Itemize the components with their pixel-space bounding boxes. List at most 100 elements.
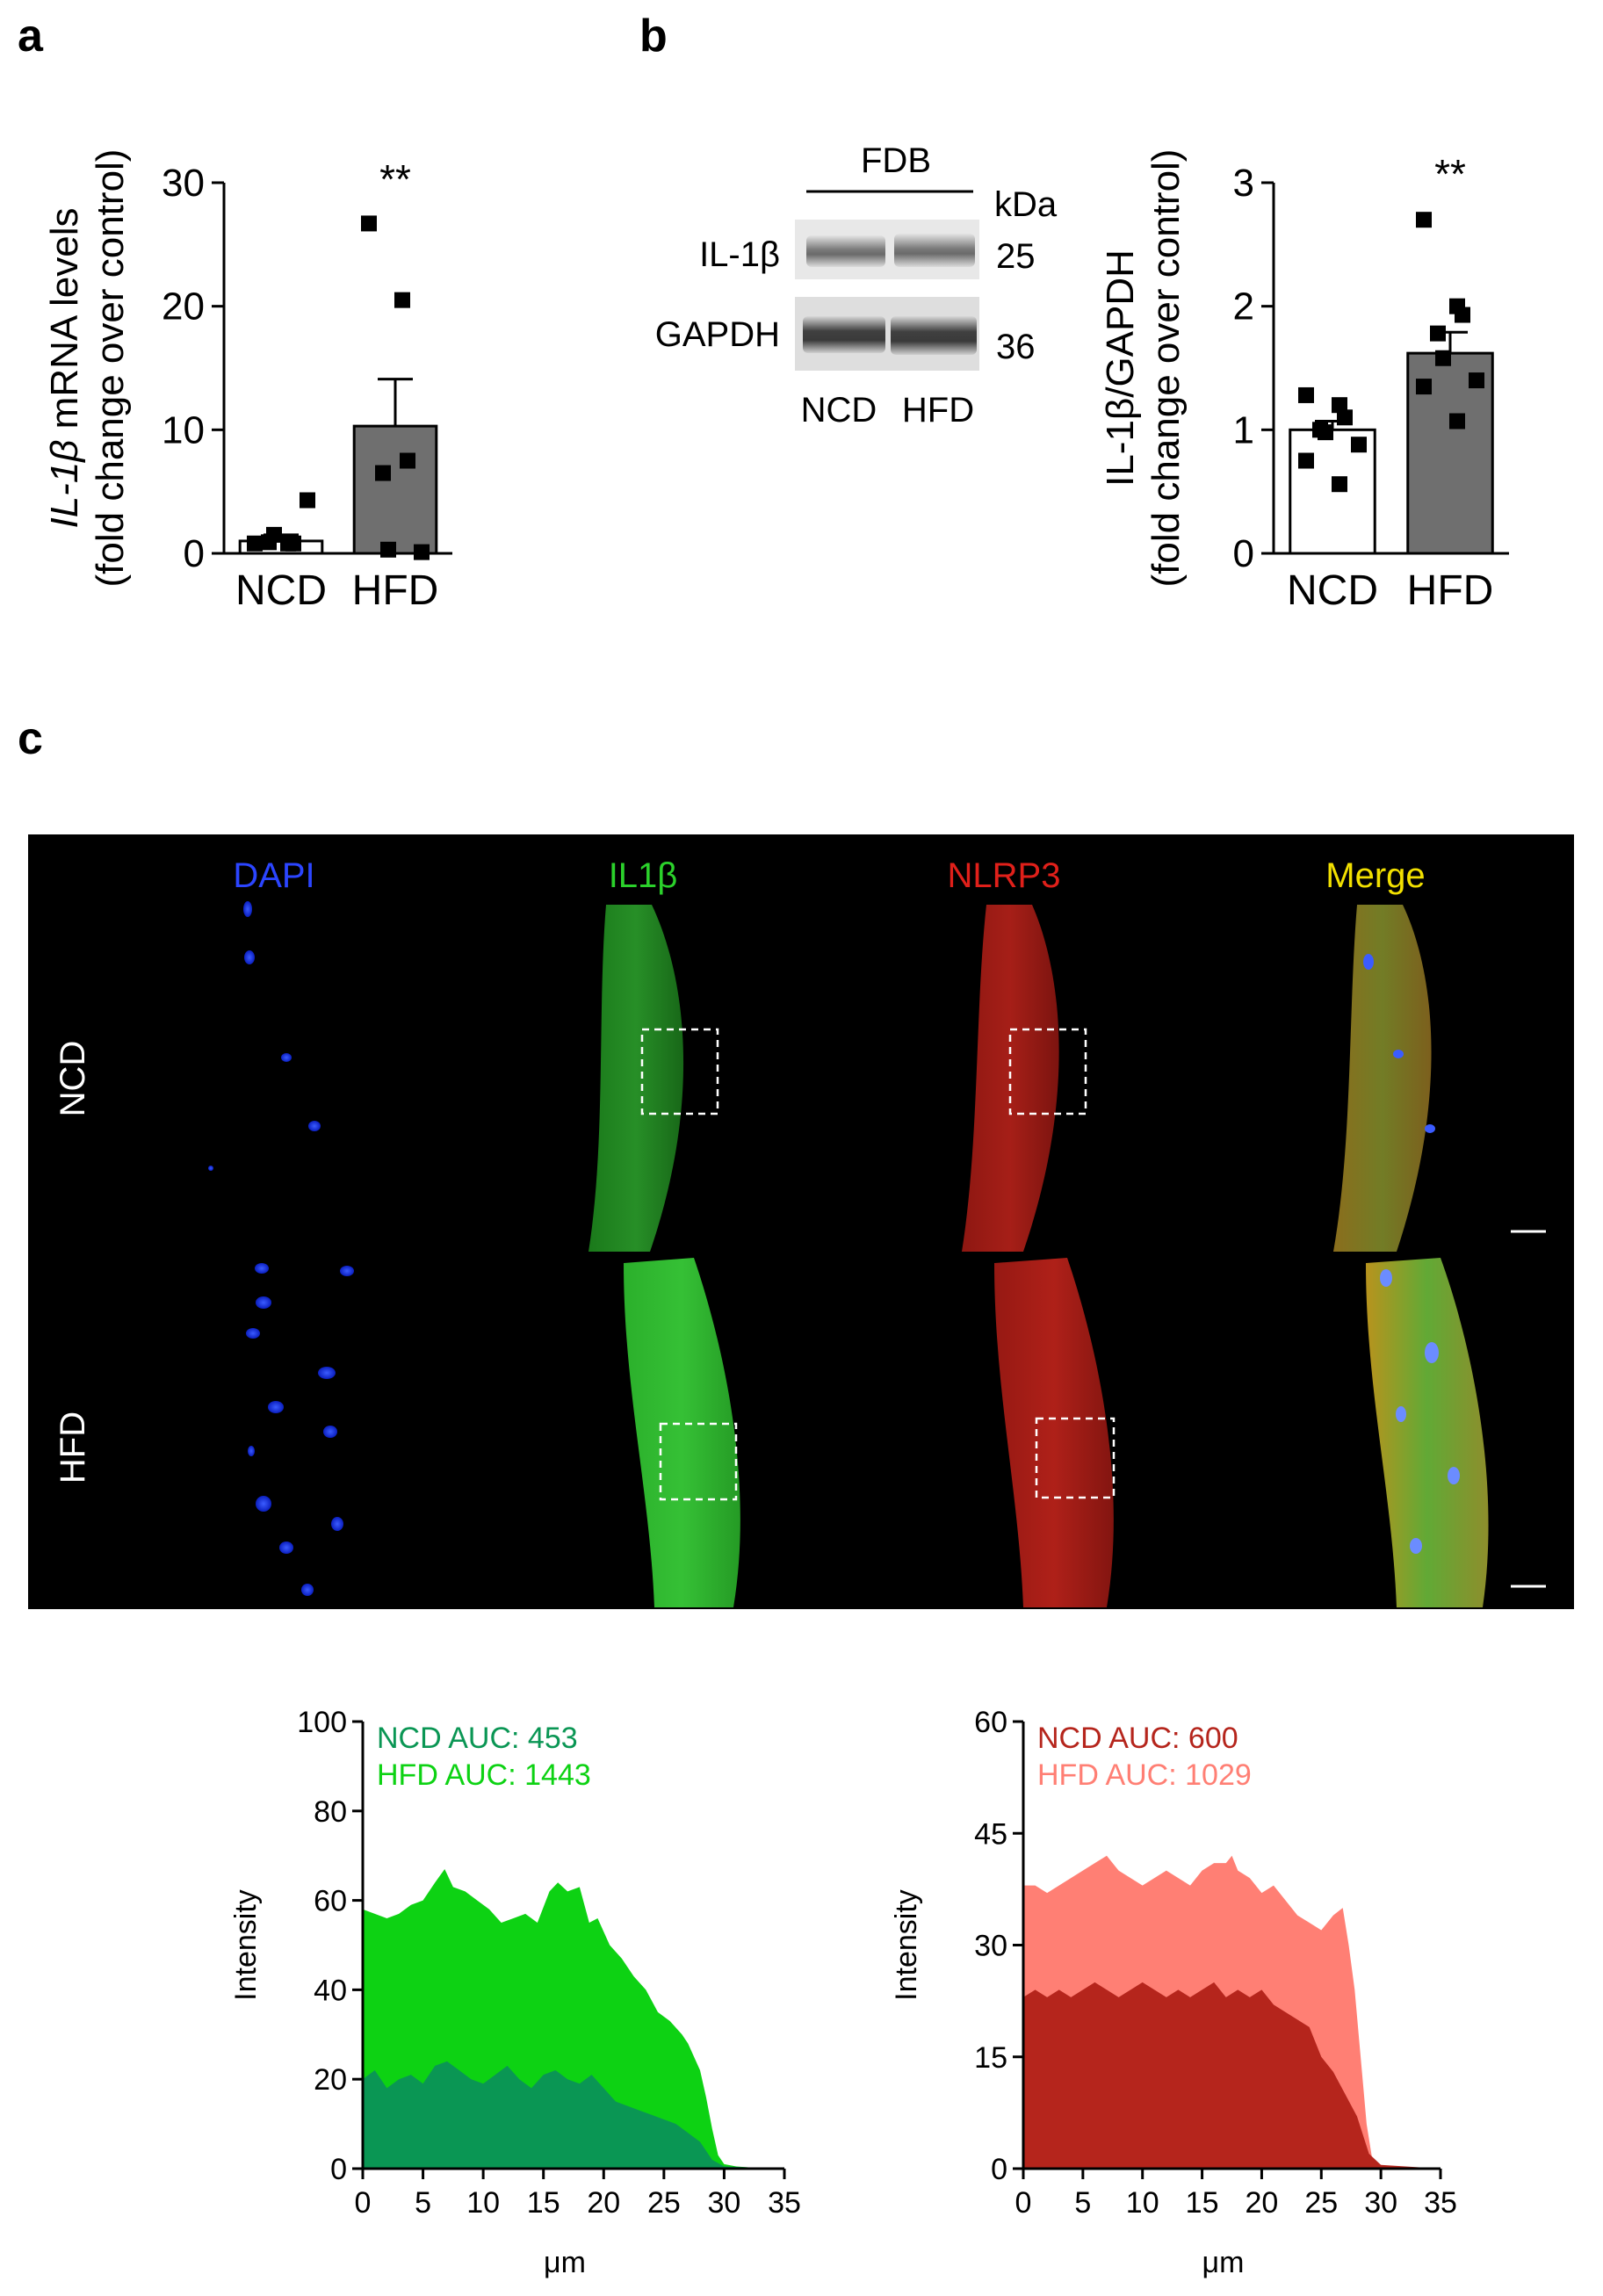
y-tick-label: 0	[184, 532, 205, 575]
panel-label-a: a	[18, 11, 44, 61]
merge-nucleus	[1410, 1538, 1422, 1554]
y-tick-label: 1	[1233, 408, 1254, 451]
chart-intensity-il1b: 0 20 40 60 80 100 0 5 10 15 20 25 30 35 μm Intensity NCD…	[229, 1706, 801, 2279]
x-tick-label: 35	[768, 2186, 801, 2220]
data-point	[300, 492, 315, 509]
blot-lane-label: NCD	[801, 391, 877, 430]
blot-band-label: IL-1β	[699, 235, 780, 274]
y-axis-label-line1: IL-1β/GAPDH	[1099, 249, 1142, 487]
x-tick-label: HFD	[352, 567, 439, 614]
area-series-ncd	[363, 2061, 784, 2169]
y-tick-label: 30	[162, 162, 205, 205]
x-tick-label: 5	[1074, 2186, 1091, 2220]
x-tick-label: 15	[527, 2186, 560, 2220]
x-tick-label: 15	[1186, 2186, 1219, 2220]
y-tick-label: 60	[974, 1706, 1007, 1739]
channel-label-merge: Merge	[1325, 856, 1425, 895]
data-point	[1449, 413, 1465, 430]
blot-band-gapdh-hfd	[891, 316, 977, 355]
data-point	[1469, 372, 1484, 389]
fiber-il1b-ncd	[588, 905, 684, 1252]
auc-label-hfd: HFD AUC: 1443	[377, 1758, 591, 1792]
y-tick-label: 0	[1233, 532, 1254, 575]
x-tick-label: 25	[647, 2186, 681, 2220]
row-label-hfd: HFD	[54, 1412, 92, 1484]
data-point	[394, 292, 410, 308]
data-point	[1337, 409, 1353, 426]
data-point	[1430, 325, 1446, 342]
significance-marker: **	[1434, 151, 1466, 197]
y-axis-label-gene: IL-1β mRNA levels	[43, 207, 86, 528]
x-tick-label: 20	[587, 2186, 620, 2220]
channel-label-il1b: IL1β	[609, 856, 678, 895]
x-tick-label: 0	[355, 2186, 372, 2220]
y-tick-label: 0	[991, 2153, 1007, 2186]
roi-box-il1b-ncd	[640, 1028, 719, 1116]
data-point	[266, 526, 282, 543]
x-tick-label: NCD	[1287, 567, 1378, 614]
data-point	[1298, 386, 1314, 403]
row-label-ncd: NCD	[54, 1041, 92, 1117]
y-tick-label: 40	[314, 1974, 347, 2007]
fiber-nlrp3-hfd	[994, 1258, 1114, 1607]
fiber-merge-ncd	[1333, 905, 1432, 1252]
y-tick-label: 20	[162, 285, 205, 329]
roi-box-nlrp3-ncd	[1008, 1028, 1087, 1116]
y-tick-label: 80	[314, 1795, 347, 1829]
x-axis-label: μm	[1202, 2246, 1245, 2279]
y-axis-label-gene-italic: IL-1β	[43, 440, 86, 529]
bar	[352, 424, 438, 555]
data-point	[375, 465, 391, 481]
data-point	[1435, 350, 1451, 366]
y-tick-label: 100	[297, 1706, 347, 1739]
x-tick-label: 20	[1246, 2186, 1279, 2220]
area-series-ncd	[1023, 1982, 1441, 2169]
y-tick-label: 45	[974, 1817, 1007, 1851]
y-tick-label: 15	[974, 2041, 1007, 2075]
y-axis-label-line2: (fold change over control)	[1144, 149, 1188, 588]
y-tick-label: 30	[974, 1930, 1007, 1963]
blot-kda-value: 25	[996, 237, 1036, 276]
data-point	[400, 452, 415, 469]
blot-lane-label: HFD	[902, 391, 974, 430]
merge-nucleus	[1363, 954, 1374, 970]
significance-marker: **	[379, 156, 411, 202]
x-tick-label: NCD	[235, 567, 327, 614]
x-tick-label: HFD	[1407, 567, 1494, 614]
x-axis-label: μm	[544, 2246, 586, 2279]
x-tick-label: 25	[1304, 2186, 1338, 2220]
y-tick-label: 60	[314, 1885, 347, 1918]
y-tick-label: 3	[1233, 162, 1254, 205]
dapi-nuclei-hfd	[246, 1263, 354, 1596]
data-point	[361, 215, 377, 232]
fiber-il1b-hfd	[624, 1258, 740, 1607]
y-axis-label: Intensity	[890, 1889, 923, 2001]
data-point	[380, 541, 396, 558]
roi-box-il1b-hfd	[659, 1422, 738, 1501]
roi-box-nlrp3-hfd	[1035, 1417, 1116, 1499]
blot-kda-value: 36	[996, 328, 1036, 366]
auc-label-ncd: NCD AUC: 453	[377, 1722, 578, 1755]
merge-nucleus	[1396, 1406, 1406, 1422]
merge-nucleus	[1380, 1269, 1392, 1287]
chart-intensity-nlrp3: 0 15 30 45 60 0 5 10 15 20 25 30 35 μm Intensity NCD AU…	[890, 1706, 1457, 2279]
y-tick-label: 20	[314, 2063, 347, 2097]
blot-band-gapdh-ncd	[803, 316, 885, 353]
merge-nucleus	[1393, 1050, 1404, 1058]
y-axis-label-line2: (fold change over control)	[89, 149, 132, 588]
data-point	[285, 535, 301, 552]
blot-band-label: GAPDH	[655, 315, 780, 354]
data-point	[1416, 379, 1432, 395]
data-point	[247, 535, 263, 552]
dapi-nuclei-ncd	[208, 901, 321, 1171]
data-point	[1351, 437, 1367, 453]
merge-nucleus	[1448, 1467, 1460, 1484]
x-tick-label: 30	[1364, 2186, 1397, 2220]
y-axis-label-line1-rest: mRNA levels	[43, 207, 86, 439]
data-point	[1332, 476, 1347, 493]
blot-tissue-label: FDB	[861, 141, 931, 180]
y-axis-label: IL-1β mRNA levels(fold change over contr…	[43, 149, 132, 588]
micrograph: DAPI IL1β NLRP3 Merge NCD HFD	[28, 834, 1574, 1609]
fiber-merge-hfd	[1366, 1258, 1489, 1607]
